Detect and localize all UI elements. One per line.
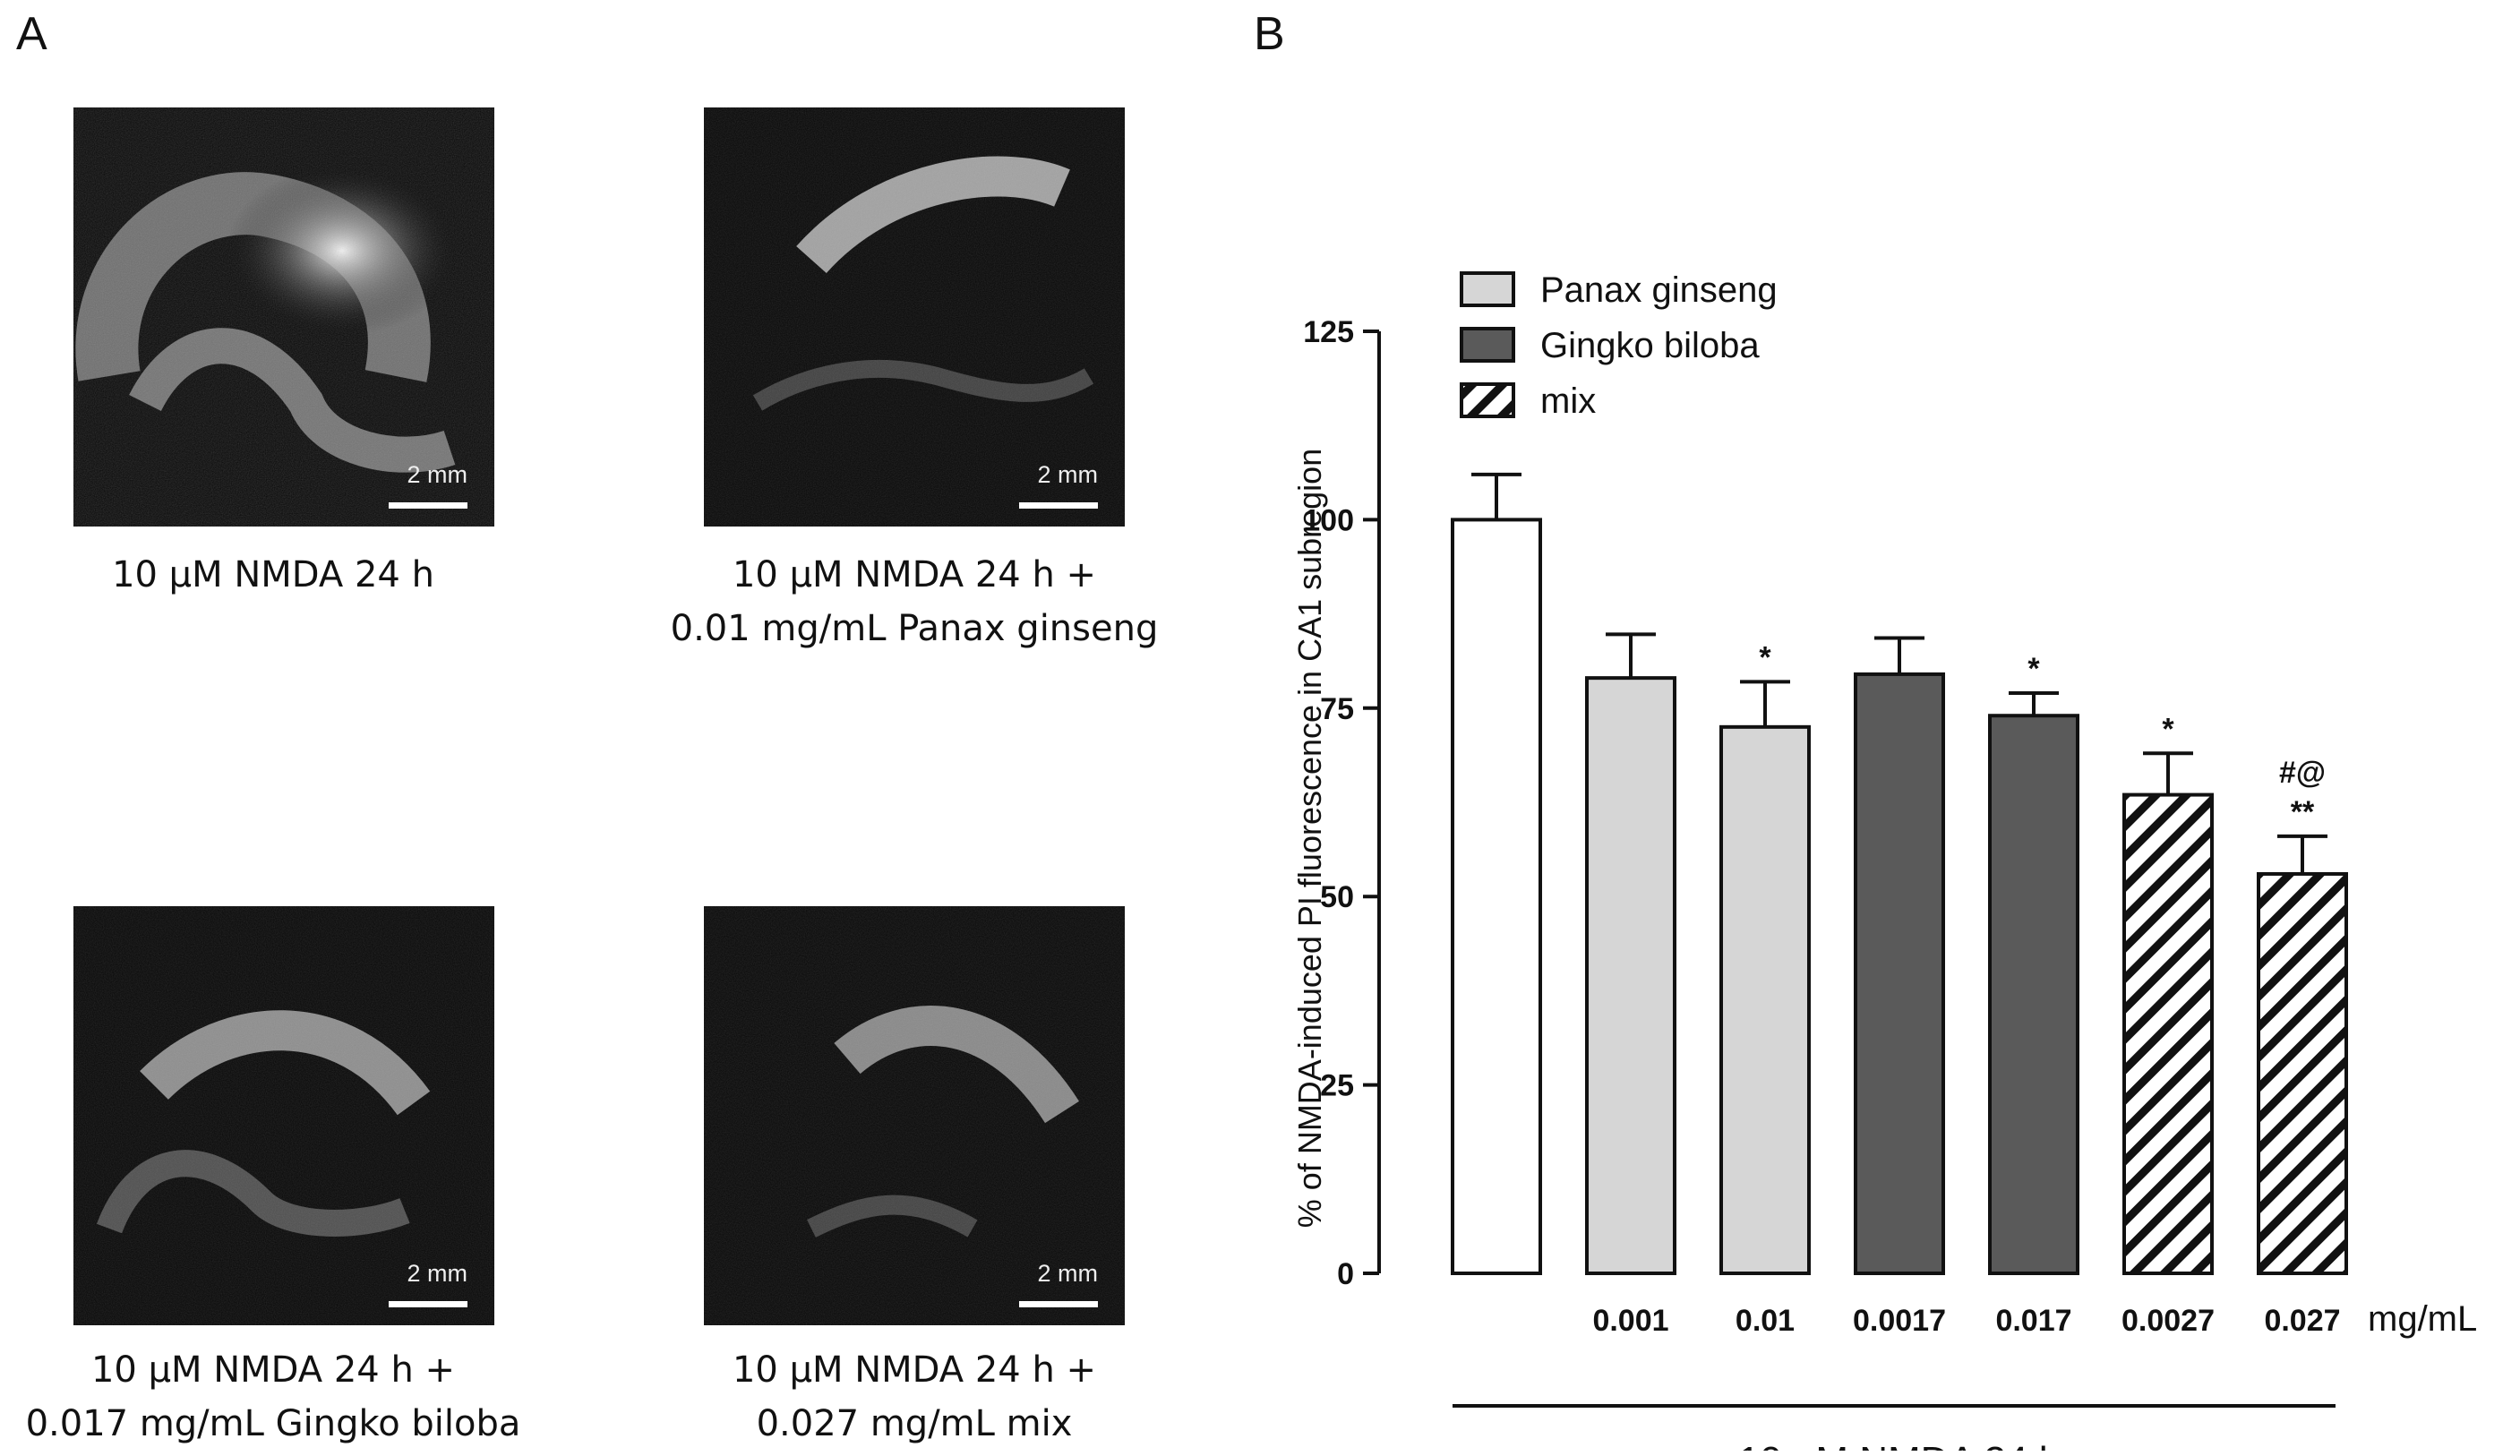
panel-b-label: B <box>1254 8 1285 60</box>
bar <box>1451 518 1542 1275</box>
scale-bar-label: 2 mm <box>407 461 468 488</box>
x-tick-label: 0.0027 <box>2121 1304 2215 1338</box>
legend-label: mix <box>1540 381 1596 421</box>
panel-a-label: A <box>16 8 47 60</box>
x-unit-label: mg/mL <box>2368 1299 2477 1339</box>
significance-label: * <box>2027 652 2040 686</box>
scale-bar <box>389 502 467 509</box>
caption-line: 10 µM NMDA 24 h + <box>90 1349 456 1391</box>
micrograph-nmda: 2 mm <box>73 107 494 527</box>
caption-line: 10 µM NMDA 24 h + <box>732 1349 1097 1391</box>
scale-bar <box>1019 502 1098 509</box>
x-axis-title: 10 µM NMDA 24 h <box>1738 1439 2061 1451</box>
caption-nmda: 10 µM NMDA 24 h <box>0 548 560 602</box>
significance-label: #@ <box>2279 756 2326 790</box>
y-tick-label: 75 <box>1320 692 1354 726</box>
legend-swatch <box>1460 327 1515 363</box>
scale-bar-label: 2 mm <box>1037 1260 1099 1287</box>
caption-mix: 10 µM NMDA 24 h + 0.027 mg/mL mix <box>628 1343 1201 1451</box>
y-tick-label: 50 <box>1320 880 1354 914</box>
caption-line: 0.027 mg/mL mix <box>756 1403 1073 1444</box>
x-tick-label: 0.027 <box>2264 1304 2340 1338</box>
x-tick-label: 0.01 <box>1736 1304 1795 1338</box>
significance-label: * <box>1759 640 1771 674</box>
y-tick-label: 125 <box>1303 315 1354 349</box>
caption-line: 0.017 mg/mL Gingko biloba <box>25 1403 521 1444</box>
micrograph-panax: 2 mm <box>704 107 1125 527</box>
x-tick-label: 0.017 <box>1995 1304 2071 1338</box>
bar <box>2122 792 2214 1275</box>
x-tick-label: 0.0017 <box>1853 1304 1946 1338</box>
y-axis-title: % of NMDA-induced PI fluorescence in CA1… <box>1291 449 1328 1228</box>
caption-panax: 10 µM NMDA 24 h + 0.01 mg/mL Panax ginse… <box>628 548 1201 655</box>
micrograph-mix: 2 mm <box>704 906 1125 1325</box>
y-tick-label: 25 <box>1320 1069 1354 1103</box>
x-tick-label: 0.001 <box>1592 1304 1668 1338</box>
scale-bar <box>1019 1301 1098 1307</box>
legend-label: Panax ginseng <box>1540 270 1778 310</box>
bar <box>1988 714 2079 1275</box>
scale-bar <box>389 1301 467 1307</box>
bar <box>1854 672 1945 1276</box>
scale-bar-label: 2 mm <box>407 1260 468 1287</box>
micrograph-gingko: 2 mm <box>73 906 494 1325</box>
significance-label: ** <box>2291 795 2315 829</box>
bar-chart: 0 25 50 75 100 125 % of NMDA-induced PI fluore… <box>1291 270 2477 1451</box>
caption-line: 0.01 mg/mL Panax ginseng <box>670 608 1159 649</box>
caption-line: 10 µM NMDA 24 h + <box>732 554 1097 595</box>
micrograph-gingko-image <box>73 906 494 1325</box>
significance-label: * <box>2162 712 2174 746</box>
scale-bar-label: 2 mm <box>1037 461 1099 488</box>
caption-line: 10 µM NMDA 24 h <box>112 554 434 595</box>
bar <box>2257 871 2348 1276</box>
y-tick-label: 0 <box>1337 1257 1354 1291</box>
micrograph-nmda-image <box>73 107 494 527</box>
bar <box>1585 676 1676 1275</box>
legend-swatch <box>1460 382 1515 418</box>
bar <box>1719 724 1811 1275</box>
legend-label: Gingko biloba <box>1540 326 1760 365</box>
legend-swatch <box>1460 271 1515 307</box>
caption-gingko: 10 µM NMDA 24 h + 0.017 mg/mL Gingko bil… <box>0 1343 560 1451</box>
micrograph-mix-image <box>704 906 1125 1325</box>
micrograph-panax-image <box>704 107 1125 527</box>
y-tick-label: 100 <box>1303 503 1354 537</box>
